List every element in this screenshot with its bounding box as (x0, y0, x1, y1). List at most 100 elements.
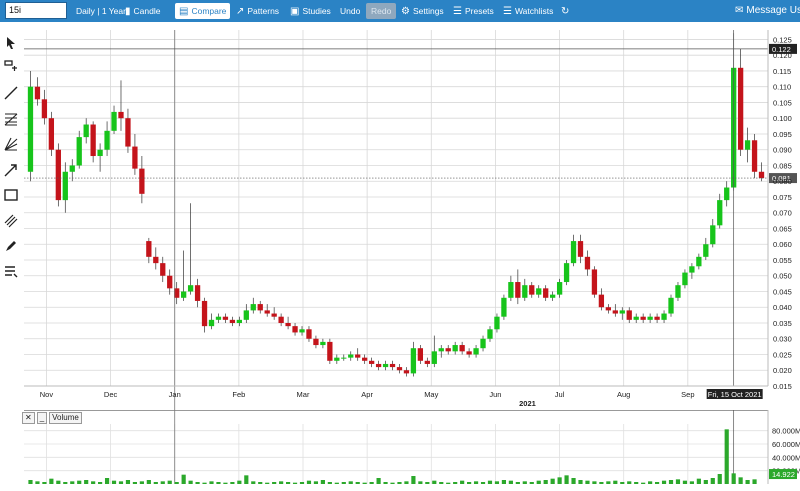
volume-bar (661, 480, 667, 484)
volume-bars (28, 429, 757, 484)
candle-body (250, 304, 256, 311)
candle-body (181, 291, 187, 298)
studies-label: Studies (302, 6, 331, 16)
fan-icon[interactable] (3, 136, 19, 152)
volume-bar (42, 482, 47, 484)
volume-bar (132, 482, 138, 484)
volume-bar (292, 482, 298, 484)
volume-minimize-button[interactable]: _ (36, 412, 48, 424)
volume-bar (223, 482, 228, 484)
candle-body (97, 149, 103, 157)
candle-label: Candle (133, 6, 161, 16)
volume-bar (334, 482, 339, 484)
crosshair-date-label: Fri, 15 Oct 2021 (708, 390, 762, 399)
candle-body (146, 241, 152, 257)
price-tick-label: 0.025 (773, 350, 792, 359)
volume-bar (313, 481, 319, 484)
volume-bar (125, 480, 131, 484)
pointer-icon[interactable] (3, 35, 19, 51)
candle-body (313, 338, 319, 346)
volume-bar (446, 482, 451, 484)
volume-bar (550, 478, 555, 484)
candle-body (382, 363, 389, 368)
candle-body (452, 345, 458, 352)
candle-body (598, 294, 605, 308)
text-tool-icon[interactable] (3, 263, 19, 279)
volume-bar (648, 481, 653, 484)
candle-body (703, 244, 709, 257)
rectangle-icon[interactable] (3, 187, 19, 203)
volume-bar (265, 482, 270, 484)
channel-icon[interactable] (3, 213, 19, 229)
volume-bar (28, 480, 33, 484)
volume-bar (738, 477, 743, 484)
price-tick-label: 0.090 (773, 146, 792, 155)
crosshair-icon[interactable] (3, 59, 19, 75)
redo-button[interactable]: Redo (366, 3, 397, 19)
undo-button[interactable]: Undo (340, 6, 361, 16)
candle-body (556, 282, 563, 295)
gear-icon: ⚙ (401, 6, 410, 17)
volume-bar (508, 480, 513, 484)
compare-button[interactable]: ▤ Compare (175, 3, 231, 19)
arrow-icon[interactable] (3, 162, 19, 178)
message-label: Message Us (746, 5, 800, 16)
watchlists-label: Watchlists (514, 6, 554, 16)
candles (27, 33, 765, 377)
candle-body (710, 225, 716, 245)
volume-bar (111, 480, 117, 484)
price-tick-label: 0.015 (773, 382, 792, 391)
candle-body (292, 326, 298, 333)
volume-bar (251, 481, 256, 484)
candle-body (41, 99, 48, 119)
candle-body (396, 367, 403, 371)
volume-bar (654, 482, 660, 484)
volume-tick-label: 80.000M (772, 427, 800, 436)
date-tick-label: Nov (40, 390, 54, 399)
candle-body (215, 316, 222, 320)
volume-bar (70, 481, 75, 484)
volume-bar (216, 482, 221, 484)
candle-body (550, 294, 556, 298)
volume-bar (752, 479, 757, 484)
fib-icon[interactable] (3, 111, 19, 127)
volume-bar (599, 482, 604, 484)
period-button[interactable]: Daily | 1 Year (76, 6, 126, 16)
candle-body (111, 111, 117, 131)
settings-button[interactable]: ⚙ Settings (401, 0, 444, 22)
candle-body (737, 67, 744, 150)
list-icon: ☰ (453, 6, 462, 17)
price-tick-label: 0.105 (773, 98, 792, 107)
line-icon[interactable] (3, 85, 19, 101)
volume-bar (439, 482, 444, 484)
watchlists-button[interactable]: ☰ Watchlists (503, 0, 553, 22)
patterns-label: Patterns (247, 6, 280, 16)
candle-body (118, 111, 124, 119)
studies-button[interactable]: ▣ Studies (290, 0, 331, 22)
chat-icon: ✉ (735, 5, 744, 16)
volume-bar (91, 481, 96, 484)
candle-body (431, 351, 437, 364)
volume-close-button[interactable]: ✕ (22, 412, 35, 424)
candle-button[interactable]: ▮ Candle (125, 0, 160, 22)
message-us-button[interactable]: ✉ Message Us (735, 0, 800, 22)
pen-icon[interactable] (3, 238, 19, 254)
volume-bar (606, 481, 611, 484)
volume-bar (473, 481, 479, 484)
patterns-button[interactable]: ↗ Patterns (236, 0, 279, 22)
volume-bar (258, 482, 263, 484)
volume-bar (571, 478, 576, 484)
candle-body (201, 300, 208, 327)
volume-bar (522, 481, 527, 484)
symbol-input[interactable]: 15i (5, 2, 67, 19)
volume-bar (717, 474, 722, 484)
volume-bar (181, 474, 186, 484)
volume-bar (641, 482, 646, 484)
presets-button[interactable]: ☰ Presets (453, 0, 494, 22)
volume-bar (230, 482, 235, 484)
candle-body (501, 297, 507, 317)
watchlist-icon: ☰ (503, 6, 512, 17)
refresh-button[interactable]: ↻ (561, 0, 572, 22)
